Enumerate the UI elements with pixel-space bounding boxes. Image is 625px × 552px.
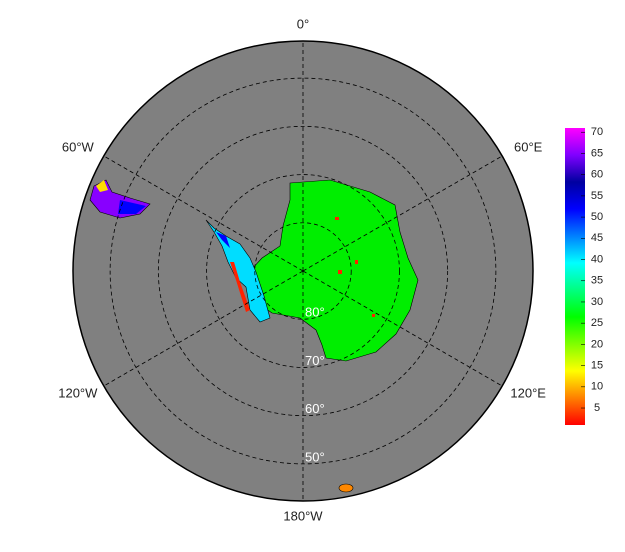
meridian-label: 180°W (283, 508, 323, 523)
parallel-label: 60° (305, 401, 325, 416)
colorbar-tick-label: 40 (591, 253, 603, 265)
meridian-label: 120°E (510, 385, 546, 400)
spot (372, 314, 375, 317)
colorbar-tick-label: 20 (591, 338, 603, 350)
meridian-label: 60°E (514, 139, 543, 154)
meridian-label: 0° (297, 16, 309, 31)
colorbar-gradient (565, 128, 585, 425)
graticule-labels: 80° 70° 60° 50° 0° 60°E 120°E 180°W 120°W 60°W (58, 16, 546, 523)
graticule (103, 41, 503, 501)
parallel (157, 125, 449, 417)
meridian-label: 60°W (62, 139, 95, 154)
parallel-label: 80° (305, 305, 325, 320)
parallel-label: 50° (305, 449, 325, 464)
island (338, 483, 354, 493)
meridian (302, 270, 503, 387)
peninsula (205, 219, 271, 323)
sa-yellow (96, 180, 108, 192)
colorbar-tick-label: 70 (591, 126, 603, 138)
peninsula-blue (216, 232, 230, 248)
colorbar-tick-label: 60 (591, 169, 603, 181)
colorbar-tick-label: 5 (594, 402, 600, 414)
meridian-label: 120°W (58, 385, 98, 400)
spot (355, 260, 358, 264)
colorbar-tick-label: 10 (591, 381, 603, 393)
peninsula-red (230, 262, 250, 312)
parallel (206, 174, 400, 368)
sa-blue (118, 200, 146, 214)
colorbar-tick-label: 65 (591, 147, 603, 159)
meridian (302, 155, 503, 272)
colorbar-tick-label: 15 (591, 360, 603, 372)
parallel (254, 222, 352, 320)
spot (335, 217, 339, 220)
colorbar: 5 10 15 20 25 30 35 40 45 50 55 60 65 70 (565, 126, 603, 425)
spot (338, 270, 342, 274)
meridian (103, 155, 304, 272)
colorbar-tick-label: 35 (591, 275, 603, 287)
colorbar-tick-label: 30 (591, 296, 603, 308)
meridian (103, 270, 304, 387)
parallel-label: 70° (305, 353, 325, 368)
colorbar-tick-label: 45 (591, 232, 603, 244)
colorbar-tick-label: 55 (591, 190, 603, 202)
colorbar-tick-label: 25 (591, 317, 603, 329)
colorbar-tick-label: 50 (591, 211, 603, 223)
